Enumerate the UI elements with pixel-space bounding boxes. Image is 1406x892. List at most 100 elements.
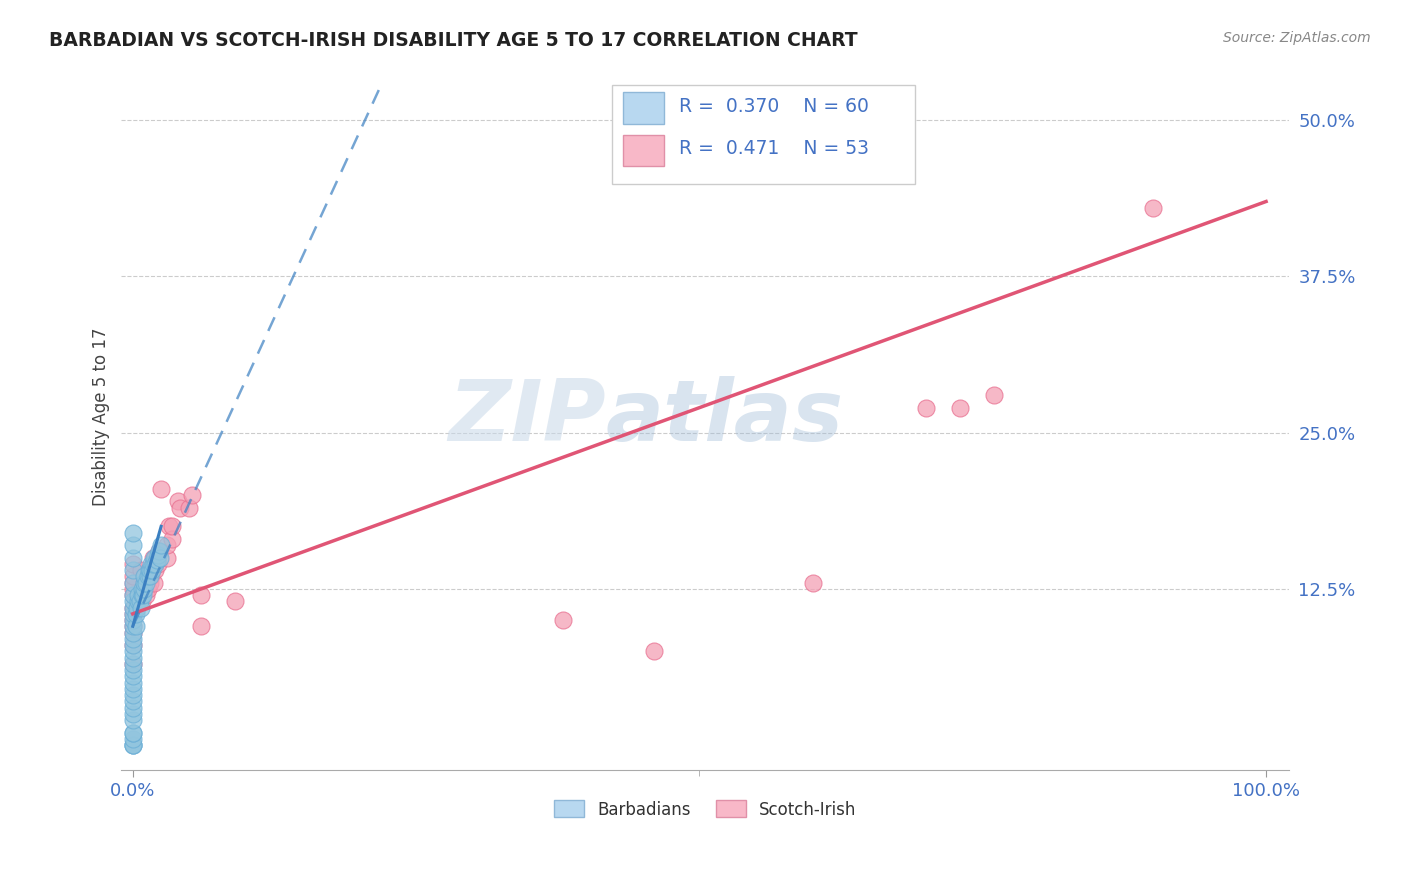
Point xyxy=(132,588,155,602)
Point xyxy=(121,600,143,615)
Point xyxy=(132,575,155,590)
Point xyxy=(139,569,162,583)
FancyBboxPatch shape xyxy=(623,92,664,124)
Point xyxy=(121,575,143,590)
Point xyxy=(127,594,149,608)
Point xyxy=(138,563,160,577)
Point xyxy=(143,550,166,565)
Point xyxy=(139,569,162,583)
Point xyxy=(125,619,148,633)
Point xyxy=(145,563,167,577)
Text: Source: ZipAtlas.com: Source: ZipAtlas.com xyxy=(1223,31,1371,45)
Point xyxy=(139,563,162,577)
Point xyxy=(121,663,143,677)
Point xyxy=(121,681,143,696)
Text: R =  0.471    N = 53: R = 0.471 N = 53 xyxy=(679,139,869,158)
Point xyxy=(127,600,149,615)
Point xyxy=(121,619,143,633)
Point xyxy=(167,494,190,508)
Point xyxy=(162,519,184,533)
Point xyxy=(121,632,143,646)
Text: atlas: atlas xyxy=(606,376,844,458)
Point xyxy=(142,557,165,571)
Point xyxy=(121,582,143,596)
Point xyxy=(146,548,169,562)
Point xyxy=(121,688,143,702)
Point xyxy=(150,482,173,496)
Point xyxy=(121,638,143,652)
Point xyxy=(121,588,143,602)
Point xyxy=(148,544,170,558)
Point xyxy=(121,738,143,752)
Point xyxy=(129,563,152,577)
Point xyxy=(190,619,212,633)
Point xyxy=(156,538,179,552)
Point xyxy=(127,594,149,608)
Point xyxy=(1142,201,1164,215)
Point xyxy=(121,613,143,627)
Point xyxy=(149,550,172,565)
Point xyxy=(180,488,202,502)
Point xyxy=(190,588,212,602)
Point xyxy=(142,557,165,571)
Point xyxy=(121,657,143,671)
Point xyxy=(121,700,143,714)
Point xyxy=(145,553,167,567)
Text: ZIP: ZIP xyxy=(449,376,606,458)
Point xyxy=(121,644,143,658)
Point xyxy=(915,401,938,415)
Point xyxy=(121,588,143,602)
Point xyxy=(132,575,155,590)
Point xyxy=(135,588,157,602)
Point xyxy=(224,594,246,608)
Point xyxy=(121,594,143,608)
Point xyxy=(132,582,155,596)
Point xyxy=(132,582,155,596)
Point xyxy=(145,557,167,571)
Point xyxy=(121,625,143,640)
Point xyxy=(121,569,143,583)
Point xyxy=(150,538,173,552)
Point xyxy=(131,588,153,602)
Point xyxy=(121,725,143,739)
Point xyxy=(136,569,159,583)
Point xyxy=(128,594,150,608)
Point xyxy=(139,557,162,571)
Point xyxy=(121,713,143,727)
Point xyxy=(129,600,152,615)
Point xyxy=(983,388,1005,402)
Point xyxy=(162,532,184,546)
Point xyxy=(136,569,159,583)
Point xyxy=(121,538,143,552)
Point xyxy=(121,557,143,571)
Point xyxy=(121,731,143,746)
Point xyxy=(121,675,143,690)
Point xyxy=(125,607,148,621)
Point xyxy=(643,644,665,658)
Point xyxy=(121,625,143,640)
Point xyxy=(121,725,143,739)
Point xyxy=(121,563,143,577)
FancyBboxPatch shape xyxy=(623,135,664,167)
Point xyxy=(142,550,165,565)
Point xyxy=(179,500,201,515)
Point xyxy=(131,582,153,596)
Point xyxy=(121,619,143,633)
Point xyxy=(131,594,153,608)
Point xyxy=(121,669,143,683)
Point xyxy=(949,401,972,415)
Point xyxy=(136,582,159,596)
Point xyxy=(127,588,149,602)
Legend: Barbadians, Scotch-Irish: Barbadians, Scotch-Irish xyxy=(547,794,863,825)
Point xyxy=(146,557,169,571)
Point xyxy=(143,575,166,590)
Point xyxy=(141,563,163,577)
Point xyxy=(121,550,143,565)
Point xyxy=(135,575,157,590)
Point xyxy=(121,738,143,752)
Text: BARBADIAN VS SCOTCH-IRISH DISABILITY AGE 5 TO 17 CORRELATION CHART: BARBADIAN VS SCOTCH-IRISH DISABILITY AGE… xyxy=(49,31,858,50)
Y-axis label: Disability Age 5 to 17: Disability Age 5 to 17 xyxy=(93,327,110,507)
Point xyxy=(169,500,191,515)
Point xyxy=(121,607,143,621)
Point xyxy=(139,563,162,577)
